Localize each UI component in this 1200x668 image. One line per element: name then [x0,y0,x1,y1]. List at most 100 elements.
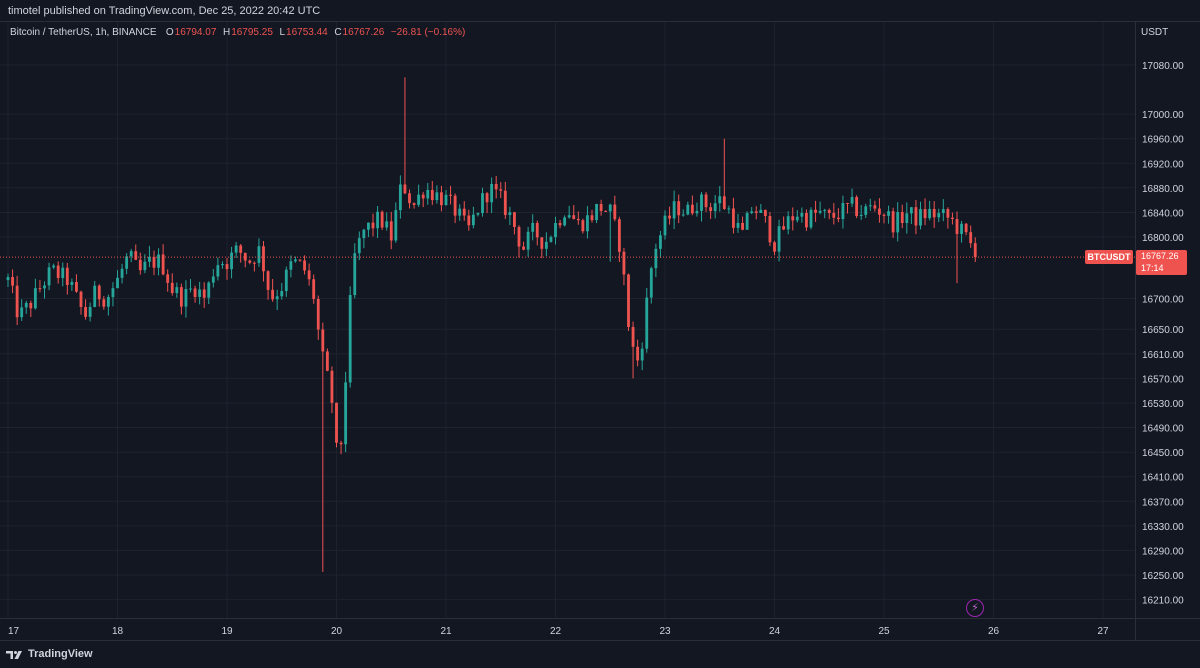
candle-up [189,288,192,290]
candle-up [24,302,28,308]
candle-up [777,226,781,252]
candle-down [11,277,14,286]
candle-down [339,442,343,445]
candle-up [280,291,284,297]
price-axis-labels: 17080.00 17000.00 16960.00 16920.00 16880.00… [1142,61,1184,607]
bar-countdown: 17:14 [1141,263,1164,274]
candle-down [741,222,744,230]
candle-up [143,261,147,271]
candle-up [394,210,398,241]
candle-up [398,184,402,211]
candle-down [581,220,585,232]
candle-down [690,204,694,214]
price-tick-label: 16610.00 [1142,350,1184,361]
candle-down [763,209,767,217]
candle-up [362,229,366,239]
candle-down [900,212,904,224]
price-tick-label: 16490.00 [1142,424,1184,435]
time-tick-label: 23 [659,626,671,637]
candle-up [563,217,567,226]
price-tick-label: 16450.00 [1142,448,1184,459]
candle-down [316,298,320,330]
candle-down [97,285,101,300]
candle-up [672,201,676,219]
candle-up [257,246,261,263]
open-label: O [165,27,174,38]
candle-down [430,189,434,201]
candle-up [859,214,863,216]
candle-up [809,209,813,228]
candle-down [325,351,329,371]
candle-down [152,256,156,268]
candle-up [850,197,854,204]
candle-down [827,209,831,213]
candle-down [412,203,416,205]
low-label: L [279,27,286,38]
candle-down [617,219,621,252]
candle-down [631,326,635,347]
candle-up [549,237,553,242]
candle-down [403,184,407,194]
candle-up [175,287,179,294]
candle-down [408,193,411,204]
candle-up [216,265,220,277]
candle-down [166,274,170,283]
candle-down [298,259,302,261]
candle-up [887,211,890,216]
time-tick-label: 18 [112,626,124,637]
candle-up [275,296,279,300]
candle-up [344,382,348,445]
candle-up [20,307,24,318]
candle-up [905,213,909,224]
candle-up [960,223,963,234]
publish-text: timotel published on TradingView.com, De… [8,5,321,17]
candle-down [467,215,471,226]
candle-up [435,192,439,201]
candle-up [745,213,749,230]
time-axis[interactable]: 17 18 19 20 21 22 23 24 25 26 27 [0,618,1135,640]
candle-up [234,245,238,253]
candle-down [855,197,859,216]
candle-up [125,256,129,269]
candle-up [6,277,10,281]
candle-down [572,215,576,219]
candle-down [522,246,525,250]
candle-down [225,264,229,270]
plot-area[interactable] [0,22,1135,618]
price-tick-label: 16840.00 [1142,208,1184,219]
time-tick-label: 22 [550,626,562,637]
candle-down [179,287,183,307]
candle-up [508,212,512,216]
candle-down [312,279,316,299]
candle-up [649,268,653,298]
candle-up [686,204,690,215]
candle-up [919,209,922,226]
candle-down [513,212,516,228]
price-tick-label: 17000.00 [1142,110,1184,121]
change-value: −26.81 (−0.16%) [390,27,466,38]
candle-up [157,254,160,268]
candle-down [973,243,977,258]
candle-up [896,212,900,233]
lightning-icon[interactable]: ⚡ [966,599,984,617]
candle-up [120,268,124,278]
high-label: H [222,27,231,38]
candle-down [15,285,19,318]
price-axis[interactable]: 17080.00 17000.00 16960.00 16920.00 16880.00… [1135,22,1200,618]
price-tick-label: 16370.00 [1142,497,1184,508]
candle-down [84,306,87,317]
candle-up [526,231,530,250]
candlestick-chart[interactable] [0,22,1135,618]
candle-up [47,267,51,286]
last-price-tag: 16767.26 17:14 [1136,250,1187,276]
candle-up [148,256,151,262]
candle-down [494,183,498,190]
candle-up [645,297,649,349]
candle-up [88,306,92,317]
close-label: C [334,27,342,38]
candle-up [786,216,790,230]
price-tick-label: 16570.00 [1142,374,1184,385]
low-value: 16753.44 [286,27,328,38]
candle-down [321,329,325,352]
